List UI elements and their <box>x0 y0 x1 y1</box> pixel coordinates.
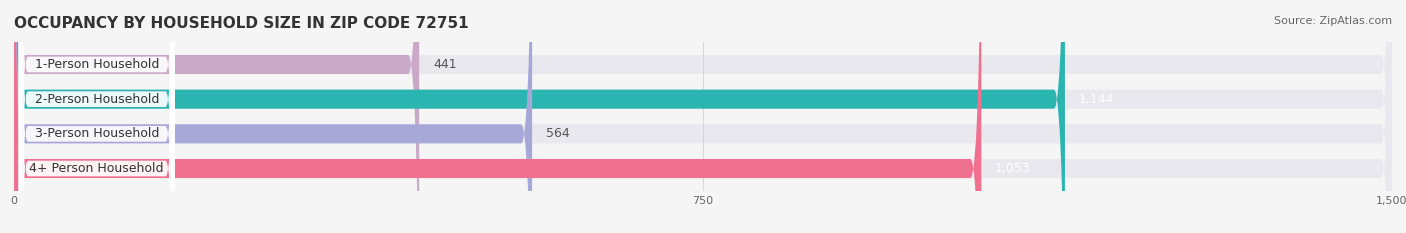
FancyBboxPatch shape <box>14 0 419 233</box>
FancyBboxPatch shape <box>14 0 1064 233</box>
FancyBboxPatch shape <box>18 0 174 233</box>
FancyBboxPatch shape <box>14 0 1392 233</box>
Text: 1-Person Household: 1-Person Household <box>35 58 159 71</box>
FancyBboxPatch shape <box>18 0 174 233</box>
FancyBboxPatch shape <box>18 0 174 233</box>
Text: 1,053: 1,053 <box>995 162 1031 175</box>
FancyBboxPatch shape <box>14 0 1392 233</box>
Text: 2-Person Household: 2-Person Household <box>35 93 159 106</box>
FancyBboxPatch shape <box>14 0 531 233</box>
FancyBboxPatch shape <box>14 0 1392 233</box>
FancyBboxPatch shape <box>18 0 174 233</box>
Text: 3-Person Household: 3-Person Household <box>35 127 159 140</box>
Text: 564: 564 <box>546 127 569 140</box>
Text: 1,144: 1,144 <box>1078 93 1114 106</box>
Text: 441: 441 <box>433 58 457 71</box>
FancyBboxPatch shape <box>14 0 981 233</box>
Text: OCCUPANCY BY HOUSEHOLD SIZE IN ZIP CODE 72751: OCCUPANCY BY HOUSEHOLD SIZE IN ZIP CODE … <box>14 16 468 31</box>
Text: 4+ Person Household: 4+ Person Household <box>30 162 165 175</box>
FancyBboxPatch shape <box>14 0 1392 233</box>
Text: Source: ZipAtlas.com: Source: ZipAtlas.com <box>1274 16 1392 26</box>
